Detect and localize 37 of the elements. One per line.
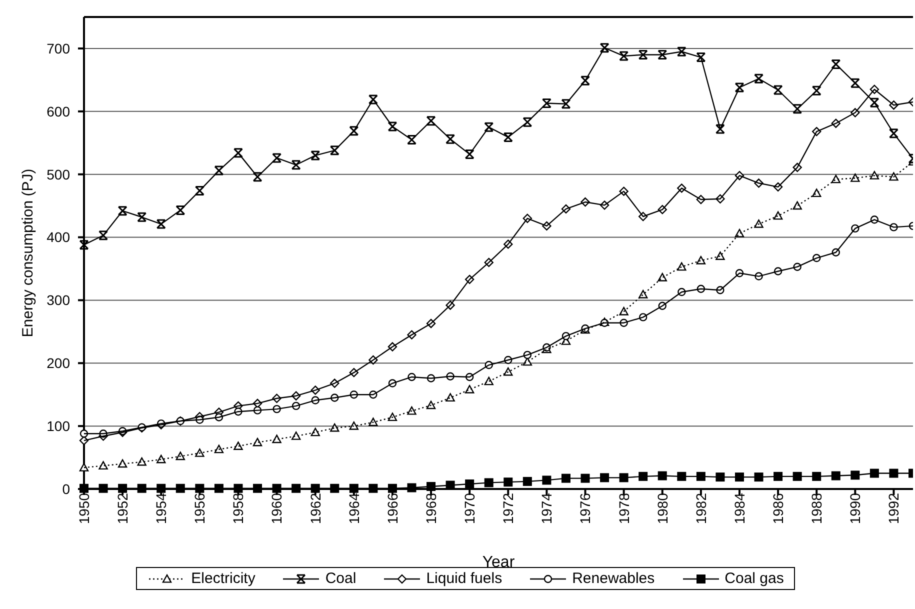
x-tick-label: 1954 [153,492,170,524]
x-tick-label: 1958 [230,492,246,524]
x-tick-label: 1952 [114,492,130,524]
x-axis-title: Year [482,554,516,571]
y-tick-label: 100 [46,418,70,434]
x-tick-label: 1976 [577,492,594,524]
y-tick-label: 500 [46,166,70,182]
x-tick-label: 1992 [886,492,902,524]
y-axis-title: Energy consumption (PJ) [19,168,36,338]
x-tick-label: 1960 [268,492,285,524]
y-tick-label: 200 [46,355,70,372]
x-tick-label: 1974 [538,492,555,524]
x-tick-label: 1970 [462,492,478,524]
y-tick-label: 400 [46,229,70,246]
y-tick-label: 300 [46,292,70,308]
legend-label: Coal [325,570,356,587]
x-tick-label: 1972 [500,492,516,524]
x-tick-label: 1964 [346,492,362,524]
x-tick-label: 1962 [307,492,324,524]
y-tick-label: 600 [46,103,70,120]
x-tick-label: 1988 [808,492,825,524]
x-tick-label: 1990 [847,492,864,524]
legend-label: Liquid fuels [426,570,502,587]
x-tick-label: 1956 [192,492,208,524]
y-tick-label: 700 [46,40,70,56]
x-tick-label: 1986 [770,492,786,524]
legend-label: Coal gas [724,570,784,587]
legend-label: Renewables [572,570,655,587]
x-tick-label: 1982 [692,492,709,524]
legend-label: Electricity [191,570,256,587]
x-tick-label: 1968 [422,492,439,524]
x-tick-label: 1950 [76,492,92,524]
x-tick-label: 1978 [616,492,632,524]
x-tick-label: 1966 [384,492,400,524]
x-tick-label: 1984 [731,492,748,524]
y-tick-label: 0 [62,480,70,497]
x-tick-label: 1980 [654,492,670,524]
